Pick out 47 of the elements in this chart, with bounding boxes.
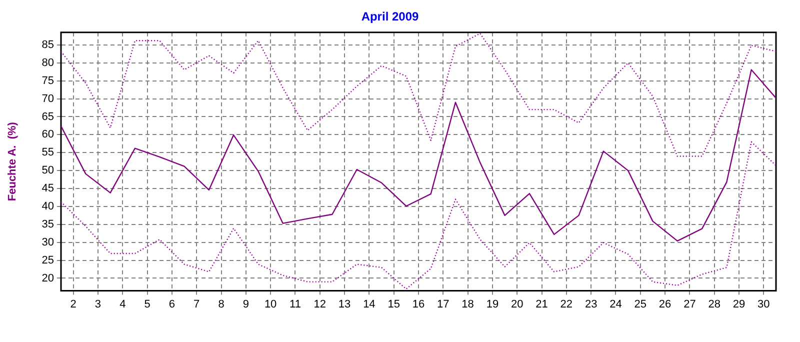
y-tick-label: 35	[42, 218, 54, 230]
x-tick-label: 4	[120, 298, 126, 310]
y-tick-label: 25	[42, 254, 54, 266]
y-tick-label: 45	[42, 182, 54, 195]
x-tick-label: 9	[242, 298, 249, 310]
x-tick-label: 26	[658, 298, 672, 310]
x-tick-label: 5	[144, 298, 150, 310]
x-tick-label: 16	[412, 298, 425, 310]
x-tick-label: 24	[610, 298, 622, 310]
x-tick-label: 30	[758, 298, 770, 310]
y-tick-label: 55	[42, 146, 54, 159]
x-tick-label: 12	[314, 298, 326, 310]
x-tick-label: 6	[168, 298, 176, 310]
y-tick-label: 85	[42, 38, 54, 51]
y-tick-label: 70	[42, 92, 54, 105]
y-tick-label: 75	[42, 74, 54, 87]
y-tick-label: 65	[42, 110, 54, 123]
y-axis-title: Feuchte A. (%)	[6, 122, 19, 202]
x-tick-label: 17	[437, 298, 450, 310]
y-tick-label: 20	[42, 272, 54, 284]
x-tick-label: 22	[560, 298, 573, 310]
x-tick-label: 15	[388, 298, 400, 310]
x-tick-label: 13	[338, 298, 351, 310]
x-tick-label: 19	[486, 298, 499, 310]
x-tick-label: 8	[218, 298, 224, 310]
x-tick-label: 25	[634, 298, 647, 310]
x-tick-label: 11	[290, 298, 301, 310]
x-tick-label: 21	[536, 298, 548, 310]
x-tick-label: 27	[684, 298, 696, 310]
x-tick-label: 29	[732, 298, 746, 310]
x-tick-label: 14	[363, 298, 376, 310]
chart-title: April 2009	[361, 10, 419, 24]
line-series	[61, 141, 776, 290]
x-tick-label: 2	[70, 298, 76, 310]
x-tick-label: 7	[194, 298, 200, 310]
x-tick-label: 10	[264, 298, 277, 310]
y-tick-label: 40	[42, 200, 54, 212]
y-tick-label: 80	[42, 56, 54, 69]
y-tick-label: 50	[42, 164, 54, 177]
x-tick-label: 28	[708, 298, 720, 310]
line-series	[61, 32, 776, 157]
y-tick-label: 30	[42, 236, 54, 248]
y-tick-label: 60	[42, 128, 54, 141]
x-tick-label: 18	[462, 298, 474, 310]
x-tick-label: 3	[94, 298, 102, 310]
x-tick-label: 23	[584, 298, 598, 310]
x-tick-label: 20	[510, 298, 524, 310]
